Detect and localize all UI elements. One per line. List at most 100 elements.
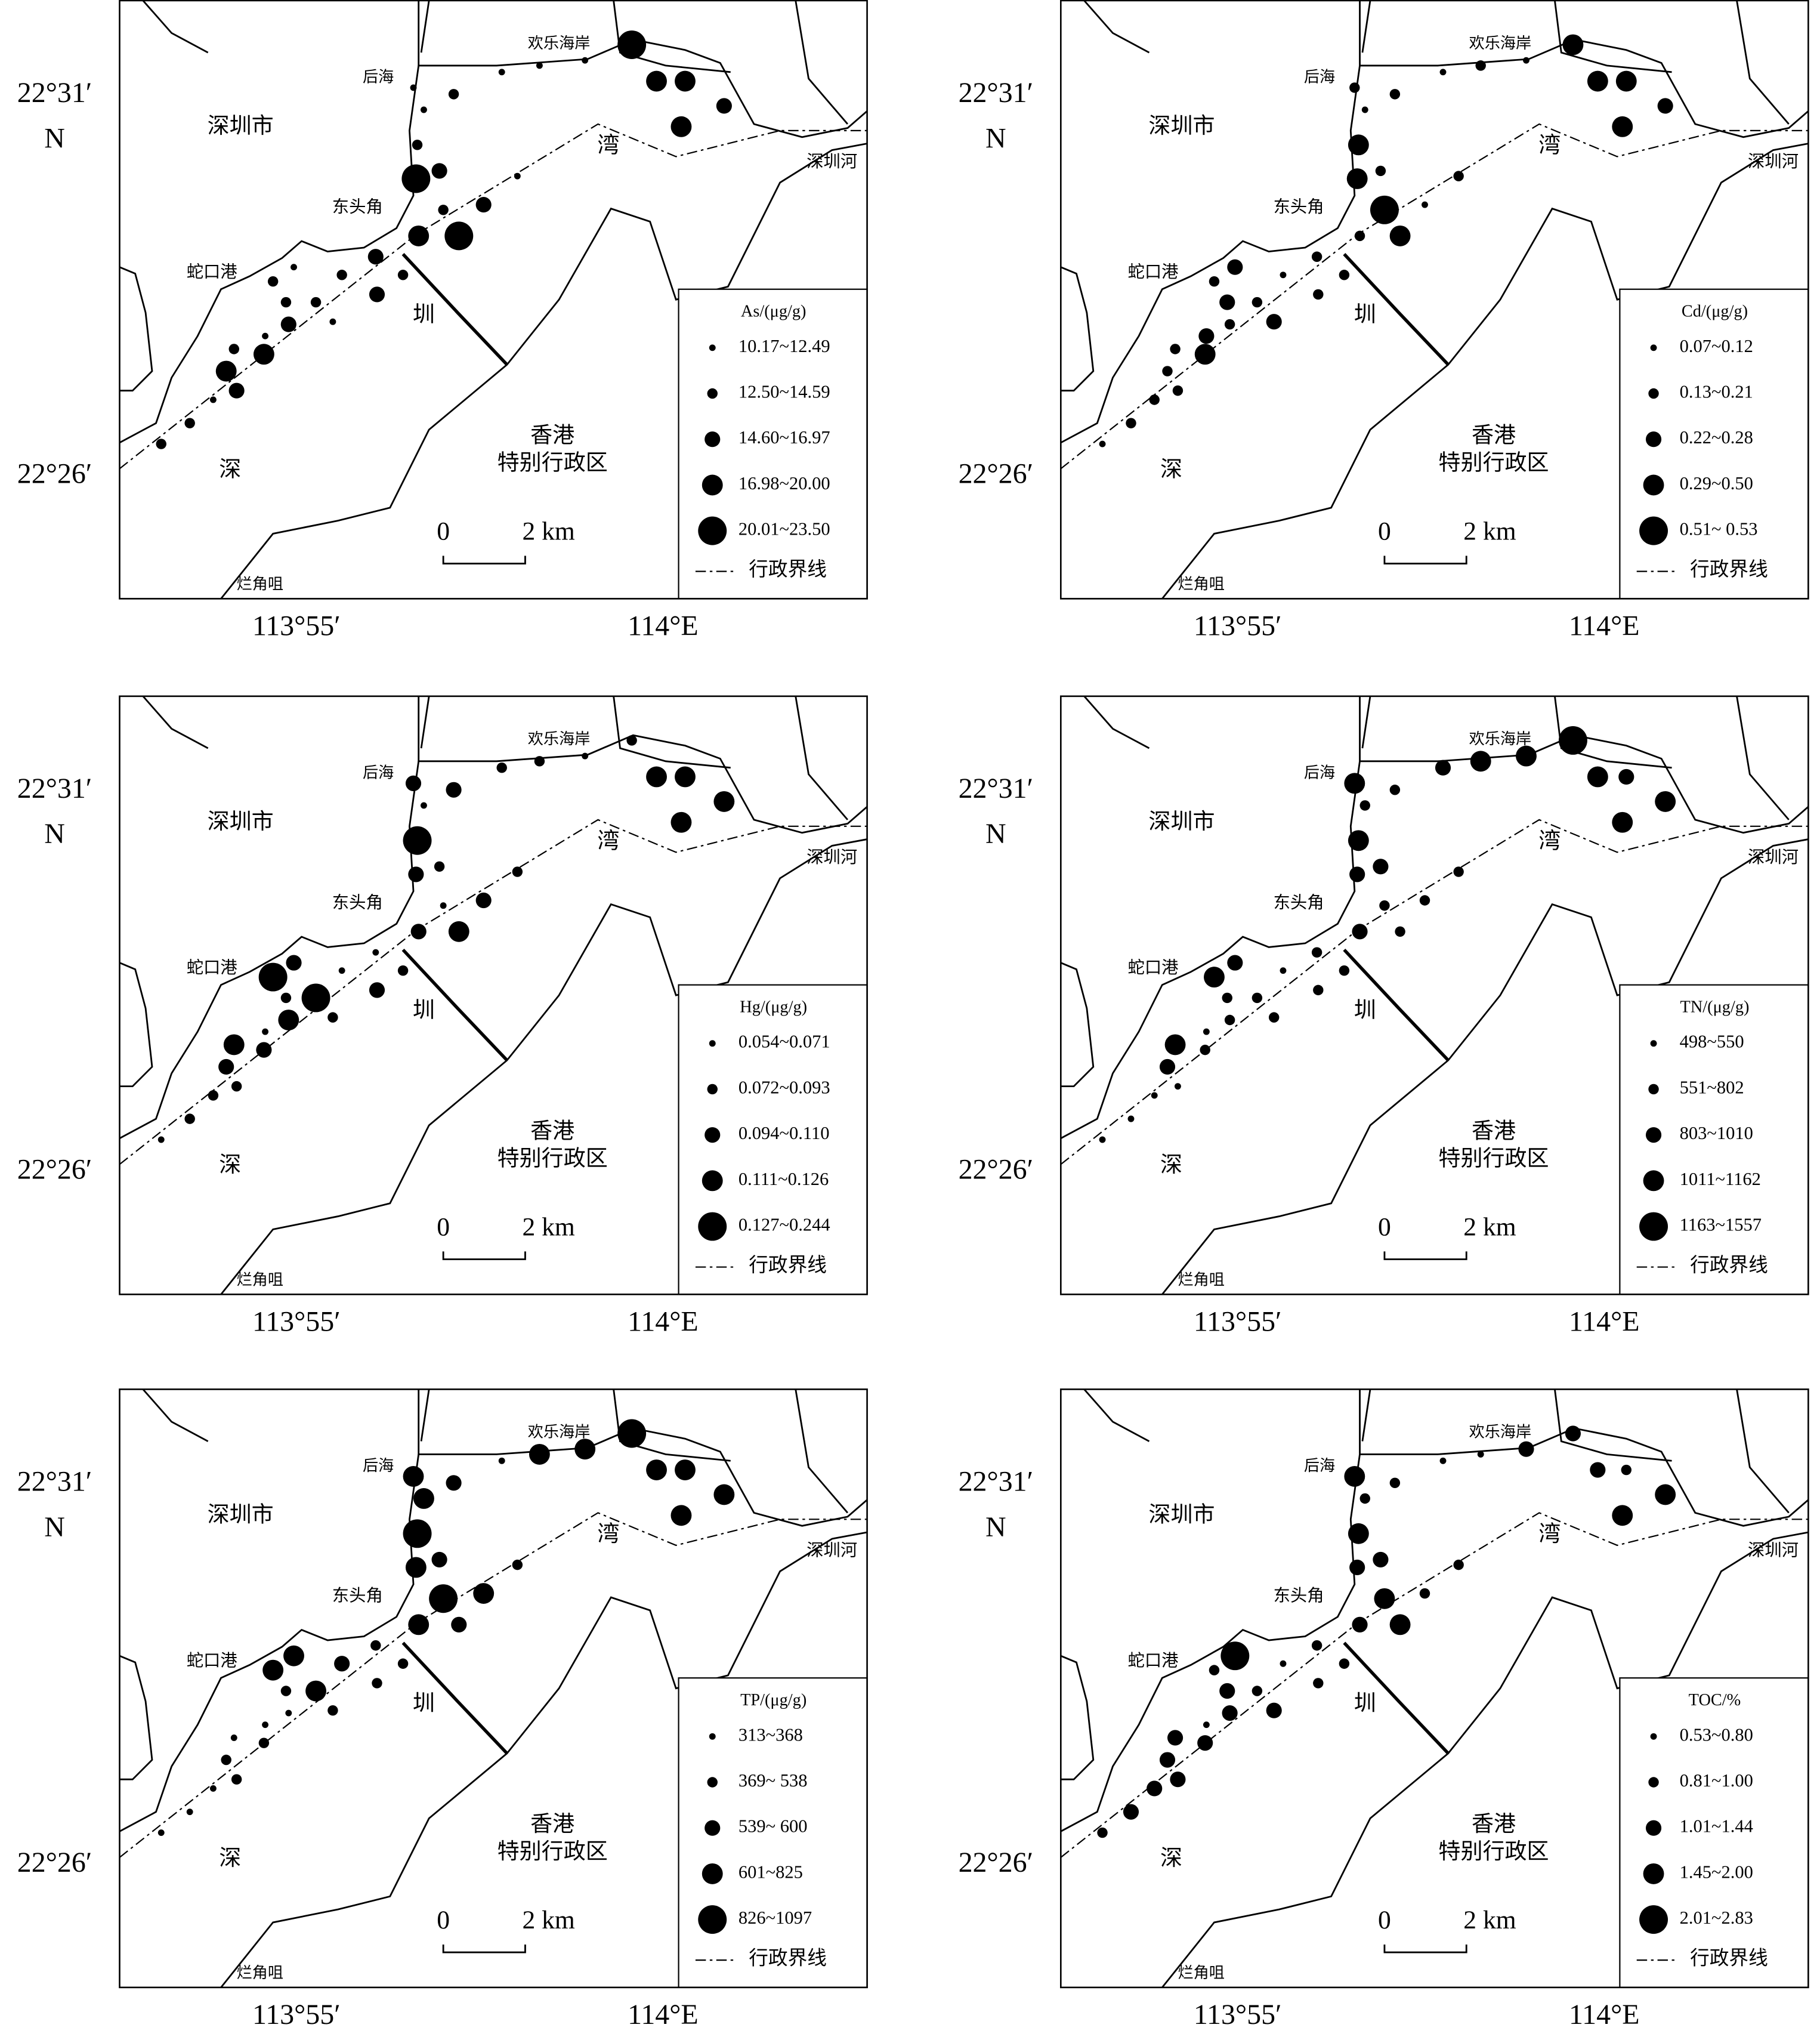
scale-bar [1383,555,1467,564]
place-label: 深圳市 [1148,809,1215,834]
station [420,106,427,113]
legend-symbol [702,1170,723,1192]
lon-label: 113°55′ [1194,1306,1282,1337]
station [1439,1457,1447,1464]
coastline [613,0,731,73]
place-label: 湾 [1538,829,1561,854]
station [280,1686,292,1696]
station [1159,1752,1176,1768]
place-label: 深圳市 [208,113,274,138]
station [1348,830,1369,851]
hk-border [401,253,508,366]
station [338,967,345,974]
station [369,286,385,303]
station [431,1551,447,1567]
station [1523,57,1529,64]
lat-label: 22°31′ [959,1466,1034,1498]
station [258,962,288,992]
lat-label: N [44,1511,65,1543]
coastline [1554,0,1672,73]
coastline [119,761,420,1140]
station [1655,1484,1676,1505]
coastline [119,266,153,392]
place-label: 蛇口港 [1128,1652,1179,1671]
lon-label: 113°55′ [252,610,341,642]
station [1612,811,1633,833]
legend-symbol [698,516,727,545]
coastline [613,696,731,769]
station [1618,769,1634,785]
station [410,84,417,91]
station [1422,201,1428,208]
legend-symbol [698,1905,727,1934]
legend-label: 行政界线 [749,558,827,581]
place-label: 东头角 [332,893,383,912]
station [1224,1014,1235,1026]
station [291,264,297,271]
legend-label: 14.60~16.97 [738,427,830,447]
station [617,1419,647,1448]
coastline [420,696,430,749]
place-label: 深圳河 [1748,1541,1799,1560]
legend-label: 551~802 [1680,1077,1744,1097]
legend-label: 601~825 [738,1862,803,1882]
panel-frame [119,695,868,1295]
station [262,1721,269,1729]
station [1558,726,1587,755]
place-label: 香港 [530,1812,574,1837]
place-label: 深圳河 [807,153,857,171]
scale-label: 0 [1378,517,1391,545]
station [1657,98,1673,114]
station [670,116,692,137]
legend-symbol [1648,388,1659,399]
legend-label: 20.01~23.50 [738,519,830,539]
lat-label: N [985,122,1006,154]
legend-label: 0.094~0.110 [738,1123,830,1143]
station [1475,60,1486,71]
legend-symbol [1639,1212,1668,1241]
station [1348,134,1369,156]
coastline [1554,696,1672,769]
legend-symbol [709,344,716,351]
legend-label: 行政界线 [1690,1948,1768,1970]
legend-symbol [1650,344,1657,351]
station [498,1457,505,1464]
station [267,276,279,287]
place-label: 深 [1160,1153,1182,1177]
place-label: 圳 [413,998,435,1023]
station [403,826,432,855]
station [1313,289,1324,300]
legend-symbol [709,1733,716,1740]
station [429,1584,458,1613]
legend-symbol [704,431,721,447]
station [1346,168,1368,189]
admin-boundary [1060,1512,1809,1858]
legend-label: 826~1097 [738,1908,812,1928]
station [1348,1523,1369,1544]
legend-label: 498~550 [1680,1032,1744,1052]
station [574,1439,596,1460]
lat-label: 22°26′ [959,1153,1034,1185]
place-label: 深圳市 [1148,1502,1215,1527]
station [262,332,269,340]
panel-frame [119,1388,868,1989]
station [397,1658,409,1669]
place-label: 湾 [597,829,619,854]
coastline [420,0,430,53]
station [1313,1678,1324,1689]
station [475,197,492,213]
station [1518,1441,1534,1457]
place-label: 烂角咀 [237,1271,283,1289]
legend-symbol [1645,431,1662,447]
place-label: 香港 [1472,424,1516,448]
legend-label: 0.53~0.80 [1680,1724,1753,1745]
station [1219,1683,1235,1699]
legend-title: TN/(μg/g) [1680,998,1750,1016]
place-label: 深 [219,1846,241,1871]
scale-bar [442,555,526,564]
station [1149,394,1160,405]
station [1162,366,1173,376]
legend-symbol [1643,1170,1664,1192]
coastline [1083,695,1150,749]
